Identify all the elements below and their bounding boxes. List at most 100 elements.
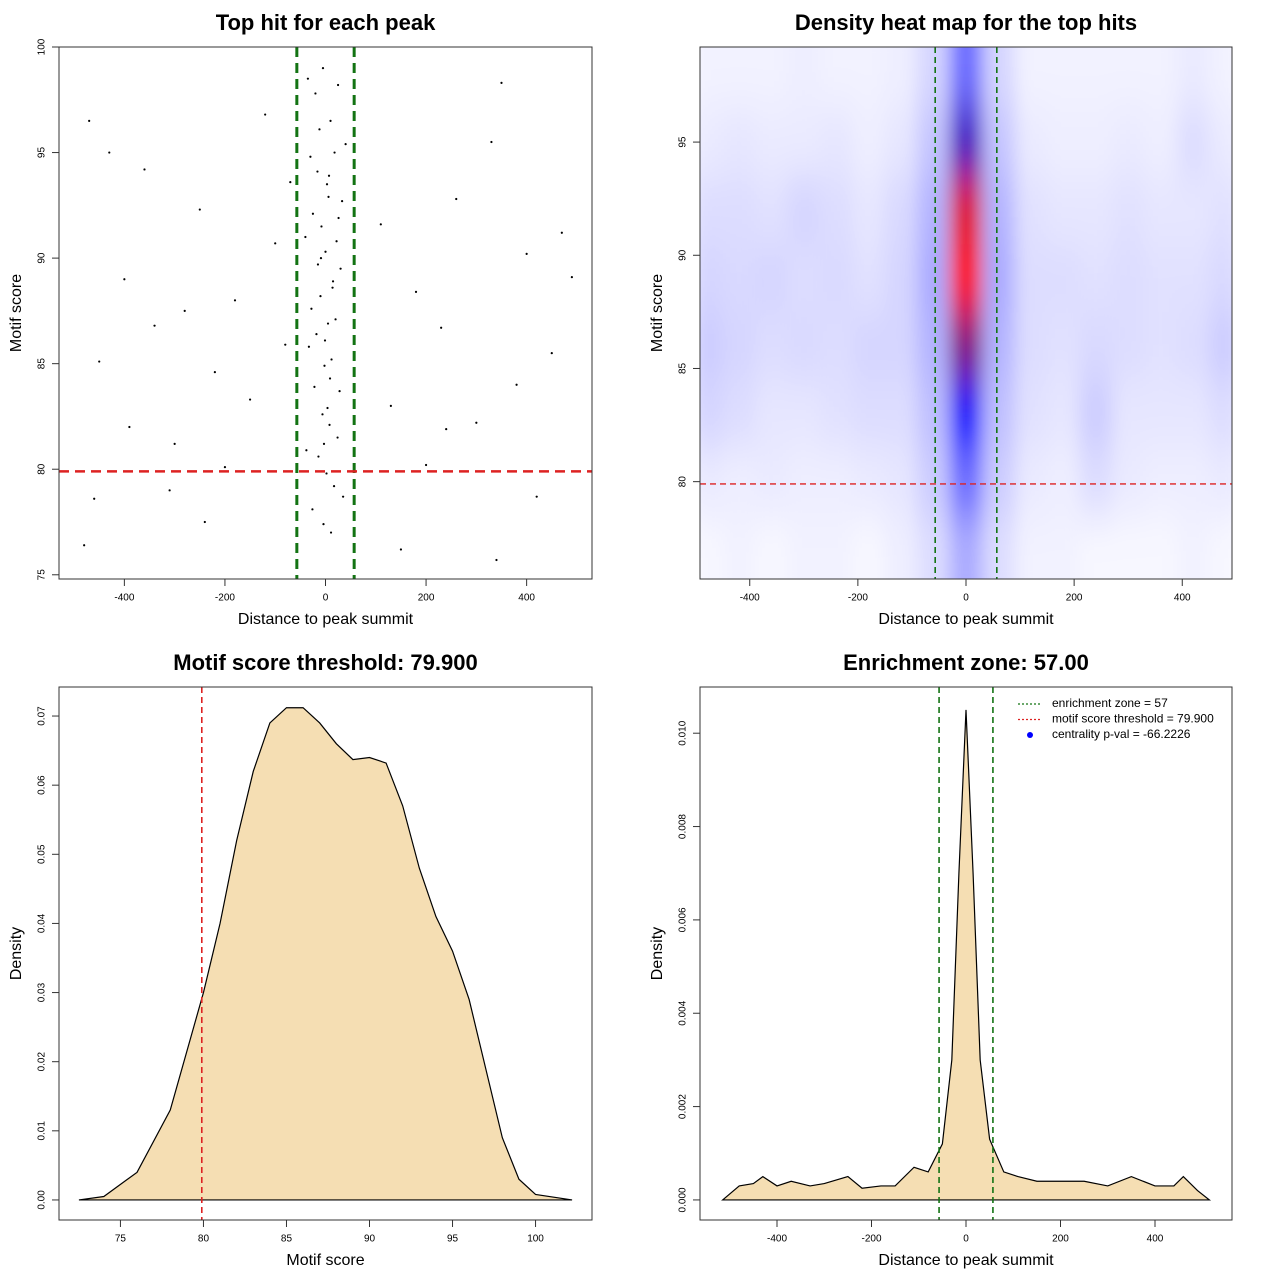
point — [323, 364, 326, 367]
heat-cell — [1209, 108, 1232, 177]
point — [414, 290, 418, 293]
heat-cell — [1111, 176, 1145, 245]
point — [399, 548, 403, 551]
heat-cell — [1144, 379, 1178, 449]
chart-panel: -400 -200 0 200 400 75 80 85 90 95 100 Top hit for … — [8, 10, 593, 628]
point — [322, 442, 326, 445]
point — [560, 231, 563, 234]
heat-cell — [1111, 447, 1145, 517]
point — [248, 398, 252, 401]
heat-cell — [982, 447, 1016, 517]
heat-cell — [820, 47, 853, 109]
point — [213, 371, 216, 374]
heat-cell — [884, 515, 918, 579]
point — [328, 423, 331, 426]
point — [336, 436, 339, 439]
y-tick-label: 90 — [37, 252, 48, 264]
heat-cell — [1176, 311, 1210, 381]
heat-cell — [982, 311, 1016, 381]
point — [340, 200, 344, 203]
y-tick-label: 100 — [37, 38, 48, 55]
y-axis-label: Density — [649, 927, 666, 980]
heat-cell — [820, 515, 853, 579]
x-tick-label: 200 — [1052, 1234, 1069, 1245]
heat-cell — [1111, 108, 1145, 177]
x-tick-label: 0 — [963, 593, 969, 604]
point — [314, 92, 317, 95]
heat-cell — [1014, 311, 1048, 381]
heat-cell — [852, 447, 886, 517]
chart-title: Density heat map for the top hits — [795, 10, 1137, 35]
y-tick-label: 75 — [37, 569, 48, 581]
heat-cell — [1111, 47, 1145, 109]
point — [500, 81, 503, 84]
heat-cell — [1209, 447, 1232, 517]
point — [223, 466, 227, 469]
heat-cell — [1144, 47, 1178, 109]
heat-cell — [700, 176, 724, 245]
heat-cell — [755, 243, 789, 313]
heat-cell — [852, 515, 886, 579]
point — [335, 240, 338, 243]
point — [331, 286, 334, 289]
heat-cell — [1047, 176, 1081, 245]
heat-cell — [949, 47, 983, 109]
x-tick-label: 80 — [198, 1234, 210, 1245]
heat-cell — [1014, 108, 1048, 177]
point — [328, 377, 332, 380]
x-tick-label: 0 — [323, 593, 329, 604]
heat-cell — [1079, 447, 1113, 517]
legend-label: centrality p-val = -66.2226 — [1052, 727, 1191, 741]
heat-cell — [1014, 176, 1048, 245]
heat-cell — [982, 243, 1016, 313]
heat-cell — [1079, 47, 1113, 109]
heat-cell — [1014, 47, 1048, 109]
heat-cell — [1111, 379, 1145, 449]
point — [323, 339, 327, 342]
x-tick-label: 400 — [1174, 593, 1191, 604]
point — [331, 280, 335, 283]
heat-cell — [982, 47, 1016, 109]
point — [570, 276, 573, 279]
heat-cell — [755, 108, 789, 177]
point — [344, 143, 347, 146]
y-axis-label: Motif score — [8, 274, 25, 352]
point — [535, 495, 538, 498]
y-tick-label: 0.03 — [37, 982, 48, 1002]
heat-cell — [884, 447, 918, 517]
heat-cell — [852, 47, 886, 109]
point — [317, 455, 320, 458]
heat-cell — [917, 515, 951, 579]
heat-cell — [1209, 243, 1232, 313]
point — [306, 77, 310, 80]
heat-cell — [700, 311, 724, 381]
heat-cell — [1144, 243, 1178, 313]
legend-swatch — [1027, 732, 1033, 738]
y-axis-label: Motif score — [649, 274, 666, 352]
heat-cell — [917, 311, 951, 381]
point — [318, 128, 321, 131]
heat-cell — [755, 176, 789, 245]
y-tick-label: 95 — [37, 147, 48, 159]
heat-cell — [1111, 515, 1145, 579]
heat-cell — [1014, 379, 1048, 449]
point — [198, 208, 201, 211]
heat-cell — [917, 47, 951, 109]
y-tick-label: 0.02 — [37, 1052, 48, 1072]
plot-frame — [58, 46, 593, 580]
heat-cell — [787, 108, 821, 177]
heat-cell — [700, 515, 724, 579]
heat-cell — [1176, 47, 1210, 109]
point — [289, 181, 292, 184]
heat-cell — [1014, 515, 1048, 579]
y-axis-label: Density — [8, 927, 25, 980]
x-axis-label: Distance to peak summit — [878, 611, 1054, 628]
heat-cell — [820, 176, 853, 245]
heat-cell — [1047, 311, 1081, 381]
heat-cell — [1176, 108, 1210, 177]
heat-cell — [722, 108, 756, 177]
heat-cell — [917, 243, 951, 313]
heat-cell — [982, 108, 1016, 177]
heat-cell — [820, 108, 853, 177]
heat-cell — [1176, 515, 1210, 579]
